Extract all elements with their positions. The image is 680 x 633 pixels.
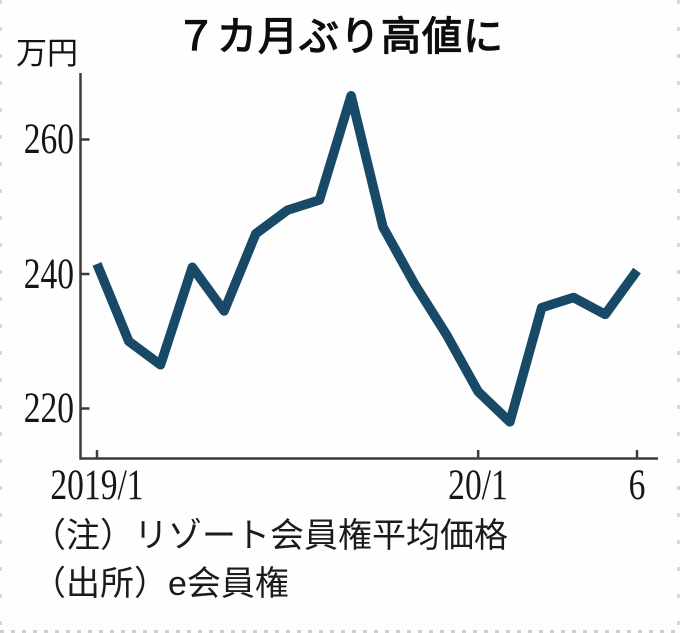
- x-tick-label-2019-1: 2019/1: [50, 462, 144, 509]
- axis-ticks: [81, 138, 639, 459]
- note-line: （注）リゾート会員権平均価格: [32, 517, 508, 555]
- source-line: （出所）e会員権: [32, 565, 289, 603]
- y-tick-label-240: 240: [23, 250, 74, 298]
- axis-lines: [79, 73, 658, 460]
- x-tick-label-6: 6: [628, 462, 646, 509]
- x-tick-label-20-1: 20/1: [448, 462, 508, 509]
- chart-notes: （注）リゾート会員権平均価格 （出所）e会員権: [32, 512, 508, 608]
- chart-title: ７カ月ぶり高値に: [176, 15, 504, 59]
- y-tick-label-260: 260: [23, 116, 74, 163]
- y-axis-unit-label: 万円: [16, 36, 78, 71]
- y-tick-label-220: 220: [23, 385, 74, 432]
- price-line-series: [92, 91, 641, 427]
